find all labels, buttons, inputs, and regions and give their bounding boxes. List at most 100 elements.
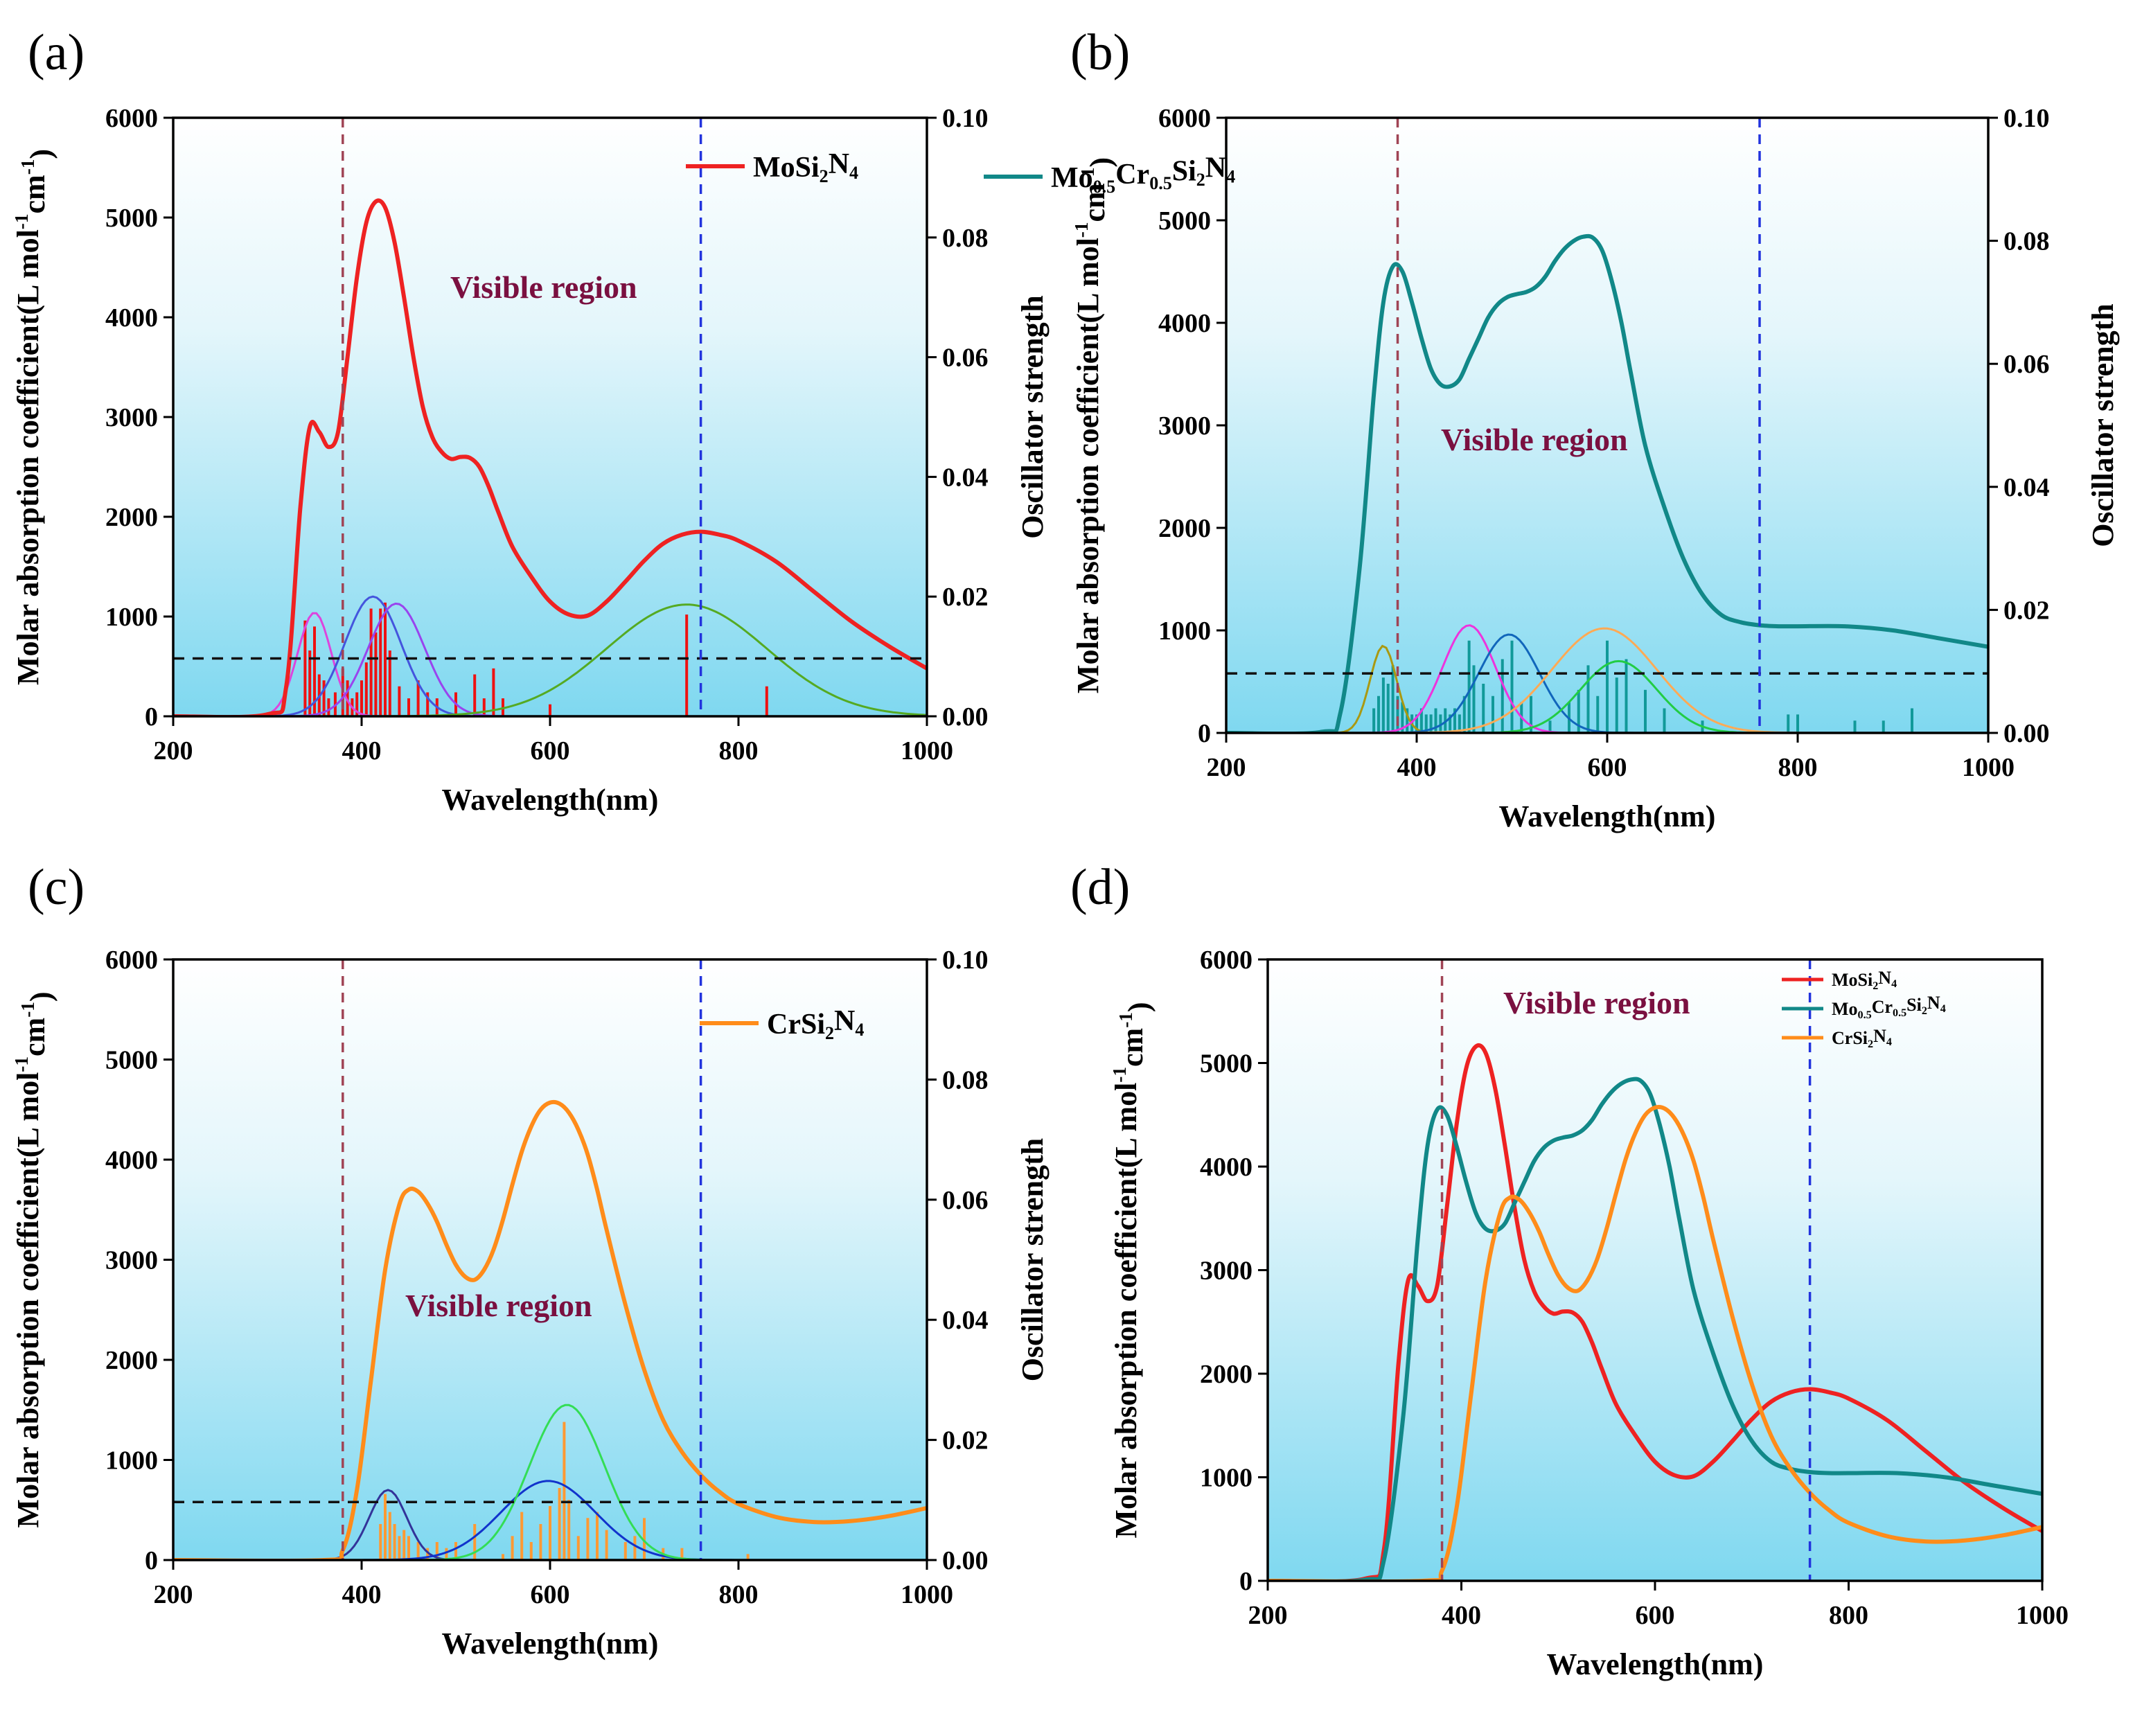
panels: (a) Visible region 200 400 600 800 1000 0 1000 20…	[11, 24, 2120, 1681]
y-tick-label: 1000	[105, 603, 158, 632]
visible-region-label: Visible region	[405, 1288, 592, 1323]
component-curve	[173, 595, 927, 716]
y-tick-label: 0	[145, 1546, 158, 1575]
y-tick-label: 0	[145, 702, 158, 732]
y-tick-label: 0	[1239, 1567, 1253, 1596]
x-tick-label: 400	[1442, 1601, 1481, 1630]
y-tick-label: 2000	[1158, 514, 1211, 543]
panel-tag: (c)	[28, 859, 85, 916]
y-tick-label: 6000	[1158, 104, 1211, 133]
legend: MoSi2N4	[686, 148, 858, 186]
series-line	[1268, 1077, 2042, 1581]
x-tick-label: 200	[154, 736, 193, 765]
x-tick-label: 600	[1588, 753, 1627, 782]
y-tick-label: 4000	[1200, 1153, 1253, 1182]
y2-tick-label: 0.10	[942, 946, 989, 975]
y-tick-label: 3000	[1158, 411, 1211, 441]
x-tick-label: 200	[1207, 753, 1246, 782]
y-tick-label: 5000	[105, 204, 158, 233]
y-tick-label: 5000	[105, 1046, 158, 1075]
y2-tick-label: 0.04	[942, 463, 989, 492]
y2-tick-label: 0.00	[942, 702, 989, 732]
x-tick-label: 600	[1636, 1601, 1675, 1630]
component-curve	[173, 603, 927, 716]
plot-area	[173, 118, 927, 716]
x-tick-label: 800	[719, 736, 759, 765]
series-line	[173, 198, 927, 716]
x-tick-label: 400	[342, 736, 382, 765]
y-tick-label: 1000	[1200, 1464, 1253, 1493]
legend-label: Mo0.5Cr0.5Si2N4	[1832, 993, 1946, 1021]
legend-label: Mo0.5Cr0.5Si2N4	[1051, 152, 1235, 197]
y-tick-label: 1000	[105, 1446, 158, 1476]
visible-region-label: Visible region	[1441, 422, 1628, 457]
chart-panel-a: (a) Visible region 200 400 600 800 1000 0 1000 20…	[11, 24, 1050, 817]
y-tick-label: 6000	[105, 946, 158, 975]
y2-tick-label: 0.06	[2003, 350, 2050, 379]
x-tick-label: 1000	[1962, 753, 2015, 782]
y-tick-label: 4000	[105, 303, 158, 333]
plot-area	[1268, 959, 2042, 1581]
x-tick-label: 800	[1829, 1601, 1868, 1630]
y-tick-label: 4000	[105, 1146, 158, 1175]
component-curve	[173, 1480, 927, 1560]
y2-tick-label: 0.06	[942, 344, 989, 373]
x-tick-label: 600	[531, 736, 570, 765]
y-tick-label: 3000	[105, 1246, 158, 1275]
y2-tick-label: 0.02	[2003, 596, 2050, 625]
y-tick-label: 6000	[1200, 946, 1253, 975]
y2-tick-label: 0.04	[2003, 473, 2050, 502]
visible-region-label: Visible region	[1503, 985, 1690, 1020]
y2-tick-label: 0.10	[942, 104, 989, 133]
x-tick-label: 1000	[901, 1580, 953, 1609]
legend-label: MoSi2N4	[1832, 968, 1897, 992]
component-curve	[1226, 659, 1988, 733]
x-axis-label: Wavelength(nm)	[1499, 799, 1716, 833]
y2-tick-label: 0.00	[942, 1546, 989, 1575]
y-tick-label: 5000	[1200, 1049, 1253, 1079]
y-tick-label: 2000	[105, 503, 158, 532]
y-axis-label: Molar absorption coefficient(L mol-1cm-1…	[1109, 1002, 1156, 1538]
y-axis-label: Molar absorption coefficient(L mol-1cm-1…	[11, 149, 57, 685]
y-tick-label: 3000	[1200, 1257, 1253, 1286]
series-line	[1268, 1104, 2042, 1581]
series-line	[173, 1099, 927, 1560]
y2-axis-label: Oscillator strength	[1016, 295, 1050, 539]
component-curve	[1226, 644, 1988, 733]
y2-tick-label: 0.00	[2003, 719, 2050, 748]
series-line	[1226, 233, 1988, 733]
y2-tick-label: 0.06	[942, 1186, 989, 1215]
y-tick-label: 4000	[1158, 309, 1211, 338]
legend: Mo0.5Cr0.5Si2N4	[984, 152, 1235, 197]
y-tick-label: 2000	[1200, 1360, 1253, 1389]
y-tick-label: 1000	[1158, 617, 1211, 646]
y2-tick-label: 0.08	[942, 1065, 989, 1095]
y-axis-label: Molar absorption coefficient(L mol-1cm-1…	[1071, 157, 1117, 693]
x-tick-label: 800	[719, 1580, 759, 1609]
chart-panel-c: (c) Visible region 200 400 600 800 1000 0 1000 20…	[11, 859, 1050, 1660]
x-axis-label: Wavelength(nm)	[442, 783, 659, 817]
y-axis-label: Molar absorption coefficient(L mol-1cm-1…	[11, 991, 57, 1527]
x-tick-label: 200	[154, 1580, 193, 1609]
plot-background	[1268, 959, 2042, 1581]
x-tick-label: 400	[1397, 753, 1437, 782]
legend-label: CrSi2N4	[767, 1005, 864, 1043]
y2-tick-label: 0.10	[2003, 104, 2050, 133]
y-tick-label: 3000	[105, 403, 158, 432]
panel-tag: (d)	[1070, 859, 1130, 916]
y2-axis-label: Oscillator strength	[1016, 1138, 1050, 1382]
plot-area	[173, 959, 927, 1560]
legend: CrSi2N4	[700, 1005, 864, 1043]
visible-region-label: Visible region	[450, 269, 637, 305]
legend-label: CrSi2N4	[1832, 1026, 1892, 1050]
x-tick-label: 600	[531, 1580, 570, 1609]
x-tick-label: 800	[1778, 753, 1818, 782]
x-tick-label: 400	[342, 1580, 382, 1609]
y2-axis-label: Oscillator strength	[2086, 303, 2120, 547]
x-axis-label: Wavelength(nm)	[1547, 1647, 1764, 1681]
plot-background	[173, 118, 927, 716]
x-tick-label: 200	[1248, 1601, 1288, 1630]
chart-panel-b: (b) Visible region 200 400 600 800 1000 0 1000 20…	[984, 24, 2120, 833]
